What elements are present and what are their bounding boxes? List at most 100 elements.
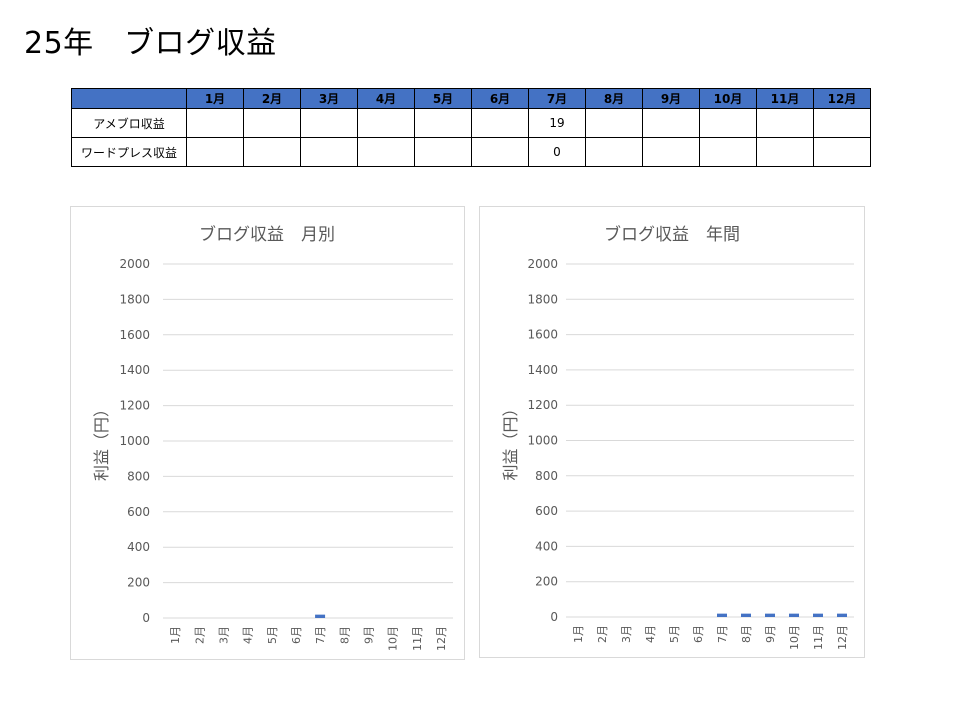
table-cell [414,137,472,167]
x-tick-label: 12月 [836,625,849,650]
table-cell [813,137,871,167]
table-row-ameblo: アメブロ収益 19 [71,108,871,138]
y-tick-label: 1600 [119,328,150,342]
month-header: 8月 [585,88,643,109]
row-label: アメブロ収益 [71,108,187,138]
month-header: 12月 [813,88,871,109]
y-tick-label: 200 [535,575,558,589]
y-tick-label: 600 [127,505,150,519]
y-tick-label: 2000 [527,257,558,271]
month-header: 1月 [186,88,244,109]
month-header: 3月 [300,88,358,109]
month-header: 11月 [756,88,814,109]
x-tick-label: 9月 [764,625,777,643]
table-cell: 0 [528,137,586,167]
row-label: ワードプレス収益 [71,137,187,167]
y-tick-label: 400 [535,539,558,553]
table-cell [186,108,244,138]
x-tick-label: 2月 [596,625,609,643]
chart-title: ブログ収益 月別 [199,224,335,245]
y-axis-label: 利益（円） [92,401,111,481]
table-cell [756,137,814,167]
revenue-table: 1月 2月 3月 4月 5月 6月 7月 8月 9月 10月 11月 12月 ア… [71,88,871,167]
bar [741,613,751,617]
table-cell [300,137,358,167]
x-tick-label: 6月 [692,625,705,643]
table-cell [471,108,529,138]
month-header: 2月 [243,88,301,109]
x-tick-label: 12月 [435,626,448,651]
y-tick-label: 1600 [527,328,558,342]
x-tick-label: 10月 [788,625,801,650]
y-tick-label: 200 [127,576,150,590]
bar [837,613,847,617]
y-tick-label: 1400 [527,363,558,377]
monthly-chart-svg: ブログ収益 月別 0 200 400 600 800 1000 1200 1400 1600 180… [92,224,453,651]
y-tick-label: 1000 [527,434,558,448]
chart-group: ブログ収益 年間 0 200 400 600 800 1000 1200 1400 1600 180… [501,224,854,650]
table-cell [243,108,301,138]
x-tick-label: 1月 [169,626,182,644]
table-cell [300,108,358,138]
monthly-chart: ブログ収益 月別 0 200 400 600 800 1000 1200 1400 1600 180… [70,206,465,660]
table-cell [585,137,643,167]
bar [813,613,823,617]
y-axis-label: 利益（円） [501,400,520,480]
table-header-row: 1月 2月 3月 4月 5月 6月 7月 8月 9月 10月 11月 12月 [71,88,871,109]
table-cell [186,137,244,167]
x-tick-label: 8月 [338,626,351,644]
x-tick-label: 10月 [387,626,400,651]
x-tick-label: 2月 [193,626,206,644]
annual-chart: ブログ収益 年間 0 200 400 600 800 1000 1200 1400 1600 180… [479,206,865,658]
y-tick-label: 600 [535,504,558,518]
month-header: 9月 [642,88,700,109]
table-cell [471,137,529,167]
x-tick-label: 5月 [266,626,279,644]
bar [315,614,326,618]
page-title: 25年 ブログ収益 [24,26,277,61]
x-tick-label: 6月 [290,626,303,644]
y-tick-label: 0 [142,611,150,625]
bar [789,613,799,617]
table-cell: 19 [528,108,586,138]
month-header: 10月 [699,88,757,109]
x-tick-label: 3月 [217,626,230,644]
month-header: 4月 [357,88,415,109]
table-cell [357,137,415,167]
table-cell [813,108,871,138]
bar [717,613,727,617]
x-tick-label: 11月 [411,626,424,651]
table-cell [585,108,643,138]
y-tick-label: 800 [535,469,558,483]
annual-chart-svg: ブログ収益 年間 0 200 400 600 800 1000 1200 1400 1600 180… [501,224,854,650]
table-cell [243,137,301,167]
month-header: 6月 [471,88,529,109]
y-tick-label: 1000 [119,434,150,448]
table-row-wordpress: ワードプレス収益 0 [71,137,871,167]
table-cell [756,108,814,138]
table-cell [357,108,415,138]
x-tick-label: 7月 [716,625,729,643]
y-tick-label: 1400 [119,363,150,377]
x-tick-label: 9月 [362,626,375,644]
y-tick-label: 1200 [119,399,150,413]
y-tick-label: 1200 [527,398,558,412]
table-cell [642,108,700,138]
table-cell [699,108,757,138]
table-corner-cell [71,88,187,109]
x-tick-label: 3月 [620,625,633,643]
x-tick-label: 4月 [242,626,255,644]
x-tick-label: 1月 [572,625,585,643]
y-tick-label: 400 [127,540,150,554]
y-tick-label: 1800 [119,292,150,306]
chart-title: ブログ収益 年間 [604,224,740,245]
month-header: 5月 [414,88,472,109]
table-cell [642,137,700,167]
month-header: 7月 [528,88,586,109]
x-tick-label: 11月 [812,625,825,650]
x-tick-label: 7月 [314,626,327,644]
x-tick-label: 8月 [740,625,753,643]
x-tick-label: 4月 [644,625,657,643]
y-tick-label: 0 [550,610,558,624]
y-tick-label: 1800 [527,292,558,306]
